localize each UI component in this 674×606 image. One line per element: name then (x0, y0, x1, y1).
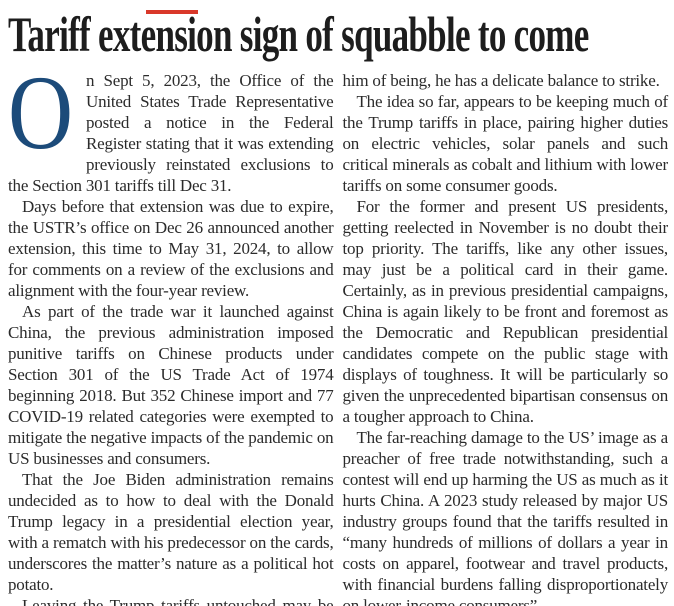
article-page: Tariff extension sign of squabble to com… (0, 8, 674, 606)
column-right: him of being, he has a delicate balance … (343, 70, 669, 606)
paragraph: Leaving the Trump tariffs untouched may … (22, 596, 334, 606)
paragraph: The idea so far, appears to be keeping m… (342, 92, 669, 195)
paragraph: As part of the trade war it launched aga… (8, 302, 334, 468)
paragraph: For the former and present US presidents… (342, 197, 669, 426)
drop-cap: O (8, 54, 73, 171)
red-rule-fragment (146, 10, 198, 14)
paragraph: The far-reaching damage to the US’ image… (342, 428, 669, 606)
paragraph: Days before that extension was due to ex… (8, 197, 334, 300)
paragraph: That the Joe Biden administration remain… (8, 470, 334, 594)
headline: Tariff extension sign of squabble to com… (8, 6, 589, 62)
paragraph: him of being, he has a delicate balance … (342, 71, 660, 90)
